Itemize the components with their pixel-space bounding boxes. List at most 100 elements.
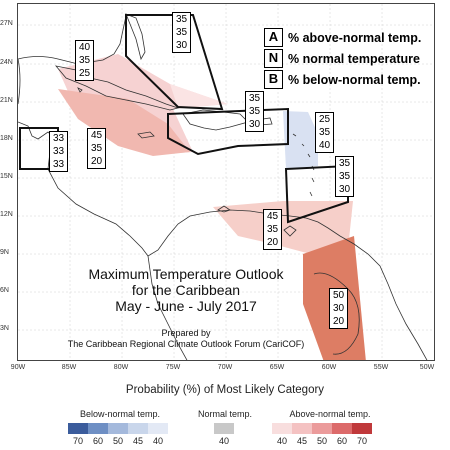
map-title: Maximum Temperature Outlook for the Cari… bbox=[46, 266, 326, 314]
normal-value: 35 bbox=[78, 55, 91, 66]
lat-label: 27N bbox=[0, 20, 13, 27]
below-normal-tick-label: 45 bbox=[132, 436, 143, 446]
lon-label: 55W bbox=[373, 364, 389, 371]
lon-label: 85W bbox=[61, 364, 77, 371]
below-normal-swatch bbox=[68, 423, 88, 434]
below-normal-swatch bbox=[108, 423, 128, 434]
above-value: 33 bbox=[52, 133, 65, 144]
above-normal-tick-label: 70 bbox=[356, 436, 367, 446]
below-normal-swatch bbox=[148, 423, 168, 434]
lat-label: 12N bbox=[0, 211, 13, 218]
below-value: 25 bbox=[78, 68, 91, 79]
above-normal-swatch bbox=[292, 423, 312, 434]
key-text: % above-normal temp. bbox=[288, 30, 422, 45]
normal-value: 33 bbox=[52, 146, 65, 157]
normal-value: 30 bbox=[332, 303, 345, 314]
lon-label: 65W bbox=[269, 364, 285, 371]
below-value: 30 bbox=[248, 119, 261, 130]
below-normal-tick-label: 60 bbox=[92, 436, 103, 446]
above-normal-tick-label: 60 bbox=[336, 436, 347, 446]
region-shade-cuba-tail bbox=[170, 84, 228, 108]
prob-box-abc-trinidad: 45 35 20 bbox=[263, 209, 282, 250]
below-value: 30 bbox=[175, 40, 188, 51]
below-value: 20 bbox=[90, 156, 103, 167]
normal-swatch bbox=[214, 423, 234, 434]
lon-label: 50W bbox=[419, 364, 435, 371]
above-value: 35 bbox=[248, 93, 261, 104]
prob-box-jamaica-cayman: 45 35 20 bbox=[87, 128, 106, 169]
key-row-normal: N % normal temperature bbox=[264, 48, 434, 69]
below-value: 33 bbox=[52, 159, 65, 170]
lon-label: 80W bbox=[113, 364, 129, 371]
below-value: 40 bbox=[318, 140, 331, 151]
lat-label: 15N bbox=[0, 173, 13, 180]
lat-label: 24N bbox=[0, 59, 13, 66]
lat-label: 3N bbox=[0, 325, 9, 332]
outline-greater-antilles bbox=[167, 107, 289, 156]
prob-box-bahamas: 35 35 30 bbox=[172, 12, 191, 53]
credit-line-1: Prepared by bbox=[161, 328, 211, 338]
lon-label: 70W bbox=[217, 364, 233, 371]
below-value: 30 bbox=[338, 184, 351, 195]
prob-box-cuba: 40 35 25 bbox=[75, 40, 94, 81]
prob-box-hispaniola: 35 35 30 bbox=[245, 91, 264, 132]
key-letter: B bbox=[264, 70, 283, 89]
normal-tick-label: 40 bbox=[218, 436, 229, 446]
below-normal-tick-label: 50 bbox=[112, 436, 123, 446]
above-normal-swatch bbox=[272, 423, 292, 434]
normal-value: 35 bbox=[90, 143, 103, 154]
above-value: 25 bbox=[318, 114, 331, 125]
above-value: 45 bbox=[90, 130, 103, 141]
normal-value: 35 bbox=[266, 224, 279, 235]
prob-box-windward-islands: 35 35 30 bbox=[335, 156, 354, 197]
below-value: 20 bbox=[266, 237, 279, 248]
above-value: 45 bbox=[266, 211, 279, 222]
above-normal-tick-label: 50 bbox=[316, 436, 327, 446]
key-row-below: B % below-normal temp. bbox=[264, 69, 434, 90]
prob-box-guianas: 50 30 20 bbox=[329, 288, 348, 329]
lon-label: 60W bbox=[321, 364, 337, 371]
below-normal-label: Below-normal temp. bbox=[79, 409, 161, 419]
above-normal-swatch bbox=[312, 423, 332, 434]
title-line-3: May - June - July 2017 bbox=[115, 298, 257, 314]
above-normal-label: Above-normal temp. bbox=[289, 409, 371, 419]
key-letter: N bbox=[264, 49, 283, 68]
above-value: 40 bbox=[78, 42, 91, 53]
key-letter: A bbox=[264, 28, 283, 47]
below-normal-tick-label: 70 bbox=[72, 436, 83, 446]
below-normal-swatch bbox=[128, 423, 148, 434]
above-value: 35 bbox=[338, 158, 351, 169]
key-row-above: A % above-normal temp. bbox=[264, 27, 434, 48]
credit-line-2: The Caribbean Regional Climate Outlook F… bbox=[67, 339, 305, 349]
prob-box-belize: 33 33 33 bbox=[49, 131, 68, 172]
lat-label: 21N bbox=[0, 97, 13, 104]
normal-value: 35 bbox=[248, 106, 261, 117]
lat-label: 9N bbox=[0, 249, 9, 256]
coastlines bbox=[18, 13, 428, 360]
region-shade-leeward bbox=[283, 111, 318, 169]
region-shade-jamaica bbox=[58, 89, 190, 156]
normal-value: 35 bbox=[175, 27, 188, 38]
lat-label: 6N bbox=[0, 287, 9, 294]
title-line-2: for the Caribbean bbox=[131, 282, 241, 298]
above-value: 50 bbox=[332, 290, 345, 301]
prob-box-leeward-islands: 25 35 40 bbox=[315, 112, 334, 153]
lat-label: 18N bbox=[0, 135, 13, 142]
region-shade-windward bbox=[213, 201, 353, 256]
above-value: 35 bbox=[175, 14, 188, 25]
lon-label: 90W bbox=[10, 364, 26, 371]
category-key: A % above-normal temp. N % normal temper… bbox=[264, 27, 434, 90]
below-value: 20 bbox=[332, 316, 345, 327]
title-line-1: Maximum Temperature Outlook bbox=[88, 266, 284, 282]
below-normal-swatch bbox=[88, 423, 108, 434]
below-normal-tick-label: 40 bbox=[152, 436, 163, 446]
key-text: % normal temperature bbox=[288, 51, 420, 66]
above-normal-tick-label: 40 bbox=[276, 436, 287, 446]
credit: Prepared by The Caribbean Regional Clima… bbox=[46, 328, 326, 350]
normal-value: 35 bbox=[318, 127, 331, 138]
outline-lesser-antilles bbox=[284, 164, 349, 224]
lon-label: 75W bbox=[165, 364, 181, 371]
above-normal-swatch bbox=[332, 423, 352, 434]
above-normal-swatch bbox=[352, 423, 372, 434]
normal-value: 35 bbox=[338, 171, 351, 182]
